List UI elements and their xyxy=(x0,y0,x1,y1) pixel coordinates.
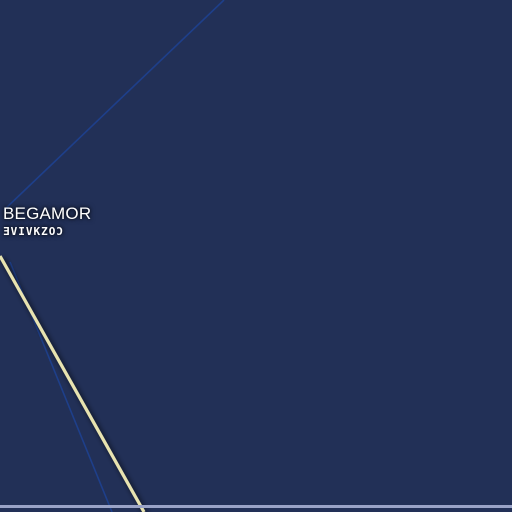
map-border-line xyxy=(0,505,512,508)
sector-boundary-line xyxy=(3,0,225,211)
planet-label[interactable]: BEGAMOR ƎVIVKZOƆ xyxy=(3,203,91,238)
hyperspace-route xyxy=(0,255,146,512)
planet-name-aurebesh: ƎVIVKZOƆ xyxy=(3,225,64,238)
planet-name: BEGAMOR xyxy=(3,204,92,223)
